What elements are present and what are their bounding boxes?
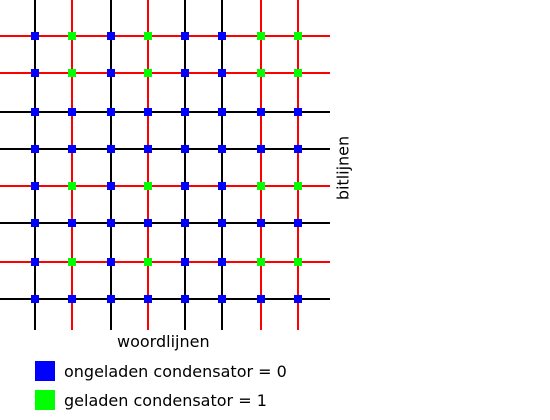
charged-capacitor: [68, 32, 76, 40]
uncharged-capacitor: [181, 145, 189, 153]
legend-item-uncharged: ongeladen condensator = 0: [35, 361, 287, 381]
uncharged-capacitor: [144, 219, 152, 227]
uncharged-capacitor: [107, 32, 115, 40]
uncharged-capacitor: [218, 219, 226, 227]
charged-capacitor: [257, 32, 265, 40]
uncharged-capacitor: [218, 108, 226, 116]
uncharged-capacitor: [144, 145, 152, 153]
uncharged-capacitor: [257, 219, 265, 227]
charged-capacitor: [68, 182, 76, 190]
uncharged-capacitor: [294, 219, 302, 227]
charged-capacitor: [294, 182, 302, 190]
charged-capacitor: [144, 258, 152, 266]
uncharged-capacitor: [107, 258, 115, 266]
uncharged-capacitor: [181, 219, 189, 227]
uncharged-capacitor: [107, 145, 115, 153]
uncharged-capacitor: [218, 182, 226, 190]
charged-capacitor: [257, 258, 265, 266]
uncharged-capacitor: [68, 295, 76, 303]
y-axis-label: bitlijnen: [334, 136, 353, 200]
legend-label: geladen condensator = 1: [64, 391, 267, 410]
uncharged-capacitor: [294, 145, 302, 153]
uncharged-capacitor: [181, 69, 189, 77]
uncharged-capacitor: [257, 145, 265, 153]
memory-grid: [0, 0, 340, 335]
uncharged-capacitor: [181, 32, 189, 40]
legend-swatch-green: [35, 390, 55, 410]
uncharged-capacitor: [31, 145, 39, 153]
uncharged-capacitor: [181, 258, 189, 266]
uncharged-capacitor: [107, 69, 115, 77]
uncharged-capacitor: [31, 69, 39, 77]
charged-capacitor: [144, 182, 152, 190]
uncharged-capacitor: [31, 258, 39, 266]
charged-capacitor: [68, 69, 76, 77]
uncharged-capacitor: [31, 108, 39, 116]
uncharged-capacitor: [181, 108, 189, 116]
legend-swatch-blue: [35, 361, 55, 381]
charged-capacitor: [257, 182, 265, 190]
uncharged-capacitor: [257, 295, 265, 303]
uncharged-capacitor: [218, 295, 226, 303]
uncharged-capacitor: [218, 145, 226, 153]
uncharged-capacitor: [107, 219, 115, 227]
charged-capacitor: [294, 69, 302, 77]
charged-capacitor: [294, 258, 302, 266]
legend-item-charged: geladen condensator = 1: [35, 390, 267, 410]
uncharged-capacitor: [144, 295, 152, 303]
uncharged-capacitor: [31, 32, 39, 40]
legend-label: ongeladen condensator = 0: [64, 362, 287, 381]
uncharged-capacitor: [294, 108, 302, 116]
uncharged-capacitor: [218, 32, 226, 40]
uncharged-capacitor: [218, 258, 226, 266]
charged-capacitor: [294, 32, 302, 40]
uncharged-capacitor: [257, 108, 265, 116]
charged-capacitor: [68, 258, 76, 266]
uncharged-capacitor: [294, 295, 302, 303]
uncharged-capacitor: [107, 182, 115, 190]
uncharged-capacitor: [31, 182, 39, 190]
uncharged-capacitor: [68, 145, 76, 153]
uncharged-capacitor: [181, 182, 189, 190]
x-axis-label: woordlijnen: [117, 332, 210, 351]
uncharged-capacitor: [218, 69, 226, 77]
uncharged-capacitor: [107, 108, 115, 116]
uncharged-capacitor: [181, 295, 189, 303]
uncharged-capacitor: [144, 108, 152, 116]
uncharged-capacitor: [68, 219, 76, 227]
charged-capacitor: [144, 32, 152, 40]
charged-capacitor: [257, 69, 265, 77]
uncharged-capacitor: [68, 108, 76, 116]
charged-capacitor: [144, 69, 152, 77]
uncharged-capacitor: [31, 219, 39, 227]
uncharged-capacitor: [107, 295, 115, 303]
uncharged-capacitor: [31, 295, 39, 303]
